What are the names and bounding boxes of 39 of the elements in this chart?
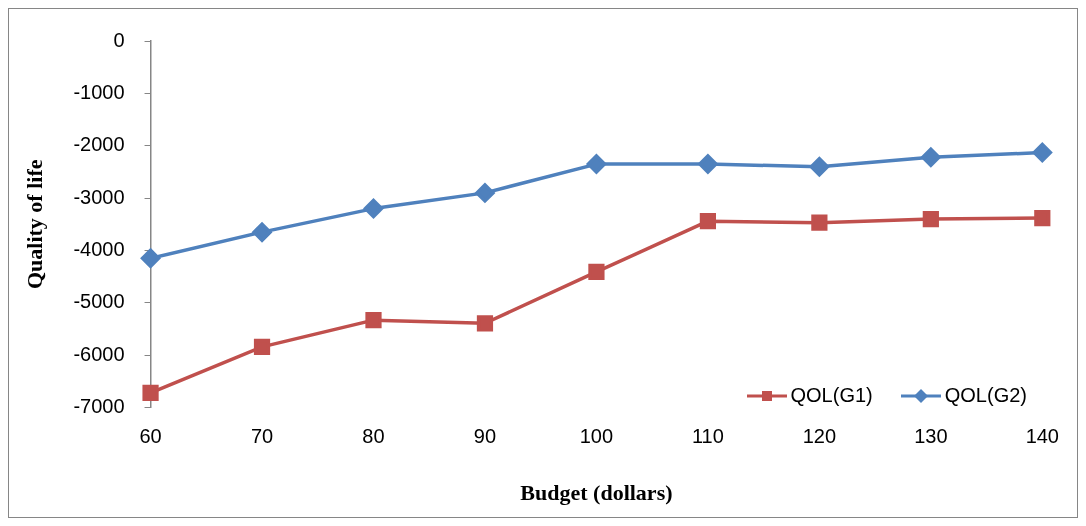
legend-label: QOL(G2) — [944, 384, 1027, 407]
point — [252, 222, 272, 242]
y-tick-label: 0 — [113, 28, 125, 51]
x-tick-label: 130 — [914, 425, 948, 448]
point — [811, 214, 828, 231]
x-tick-label: 100 — [579, 425, 614, 448]
point — [142, 384, 159, 402]
point — [363, 198, 384, 219]
point — [365, 312, 382, 329]
point — [1032, 142, 1053, 163]
point — [1034, 209, 1051, 227]
y-tick-label: -3000 — [73, 185, 125, 208]
x-tick-label: 120 — [802, 425, 837, 448]
x-tick-label: 110 — [691, 425, 724, 448]
point — [809, 156, 830, 177]
point — [699, 213, 717, 230]
y-tick-label: -2000 — [73, 133, 125, 156]
y-tick-label: -7000 — [73, 395, 125, 418]
point — [588, 263, 605, 281]
x-tick-label: 140 — [1025, 425, 1059, 448]
y-tick-label: -4000 — [73, 238, 125, 260]
point — [922, 210, 939, 228]
y-tick-label: -1000 — [73, 80, 125, 103]
x-tick-label: 80 — [362, 425, 385, 448]
y-axis-title: Quality of life — [21, 159, 47, 290]
y-tick-label: -6000 — [73, 342, 125, 365]
y-tick-label: -5000 — [73, 290, 125, 313]
point — [921, 147, 941, 168]
point — [586, 154, 607, 174]
x-tick-label: 60 — [139, 425, 162, 448]
point — [140, 248, 161, 269]
x-tick-label: 90 — [473, 425, 497, 448]
x-axis-title: Budget (dollars) — [520, 480, 673, 506]
point — [475, 183, 495, 203]
point — [476, 315, 494, 332]
point — [253, 338, 271, 355]
x-tick-label: 70 — [250, 425, 274, 448]
legend-label: QOL(G1) — [790, 384, 873, 407]
point — [698, 154, 718, 174]
